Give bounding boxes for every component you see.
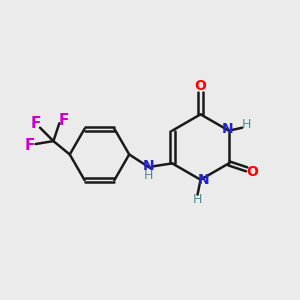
Text: F: F: [25, 138, 35, 153]
Text: F: F: [58, 113, 69, 128]
Text: N: N: [142, 159, 154, 173]
Text: N: N: [221, 122, 233, 136]
Text: H: H: [144, 169, 153, 182]
Text: H: H: [242, 118, 251, 131]
Text: N: N: [198, 173, 209, 187]
Text: H: H: [193, 193, 202, 206]
Text: F: F: [30, 116, 41, 131]
Text: O: O: [247, 165, 259, 179]
Text: O: O: [195, 79, 206, 93]
